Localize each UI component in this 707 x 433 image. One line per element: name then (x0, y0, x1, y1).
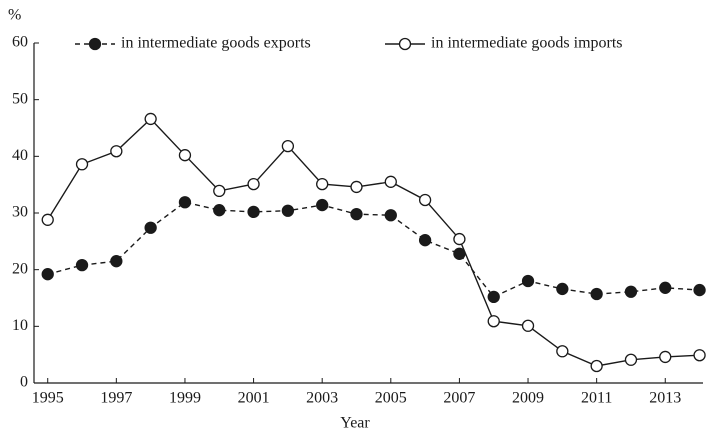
marker (659, 350, 672, 364)
marker (178, 149, 192, 162)
marker (41, 213, 54, 226)
series-line (47, 201, 700, 298)
y-tick-label: 0 (20, 374, 28, 391)
marker (75, 158, 89, 171)
x-tick-label: 1999 (169, 390, 201, 407)
x-tick-label: 1995 (32, 390, 64, 407)
legend-marker (88, 37, 102, 51)
marker (247, 205, 260, 219)
marker (556, 345, 569, 358)
marker (213, 184, 226, 198)
x-tick-label: 2009 (512, 390, 544, 407)
marker (556, 282, 569, 296)
x-tick-label: 2011 (581, 390, 612, 407)
marker (659, 281, 672, 294)
marker (316, 198, 329, 212)
marker (75, 258, 89, 272)
marker (144, 221, 157, 234)
x-tick-label: 2013 (649, 390, 681, 407)
marker (110, 255, 123, 268)
marker (487, 315, 500, 328)
marker (590, 359, 603, 373)
x-axis-label: Year (340, 415, 370, 432)
marker (693, 349, 706, 362)
marker (281, 139, 295, 153)
marker (521, 274, 535, 288)
marker (213, 204, 226, 217)
marker (521, 319, 535, 332)
marker (350, 207, 363, 221)
legend-marker (398, 37, 412, 51)
marker (144, 112, 157, 126)
y-tick-label: 40 (12, 147, 28, 164)
x-tick-label: 1997 (100, 390, 132, 407)
marker (178, 196, 192, 209)
y-axis-label: % (8, 7, 21, 24)
marker (281, 204, 295, 217)
y-tick-label: 60 (12, 34, 28, 51)
y-tick-label: 50 (12, 90, 28, 107)
marker (487, 290, 500, 304)
marker (590, 287, 603, 301)
y-tick-label: 20 (12, 260, 28, 277)
marker (418, 234, 432, 247)
marker (693, 283, 706, 297)
series-line (47, 117, 700, 367)
marker (453, 232, 466, 246)
x-tick-label: 2003 (306, 390, 338, 407)
marker (110, 145, 123, 158)
marker (624, 353, 638, 366)
y-tick-label: 30 (12, 204, 28, 221)
marker (384, 209, 397, 222)
y-tick-label: 10 (12, 317, 28, 334)
marker (247, 177, 260, 191)
marker (384, 175, 397, 188)
marker (316, 177, 329, 191)
marker (41, 268, 54, 281)
marker (624, 285, 638, 298)
x-tick-label: 2005 (375, 390, 407, 407)
legend-label: in intermediate goods exports (121, 35, 311, 52)
x-tick-label: 2007 (443, 390, 475, 407)
x-tick-label: 2001 (238, 390, 270, 407)
marker (350, 180, 363, 194)
marker (418, 193, 432, 207)
legend-label: in intermediate goods imports (431, 35, 623, 52)
